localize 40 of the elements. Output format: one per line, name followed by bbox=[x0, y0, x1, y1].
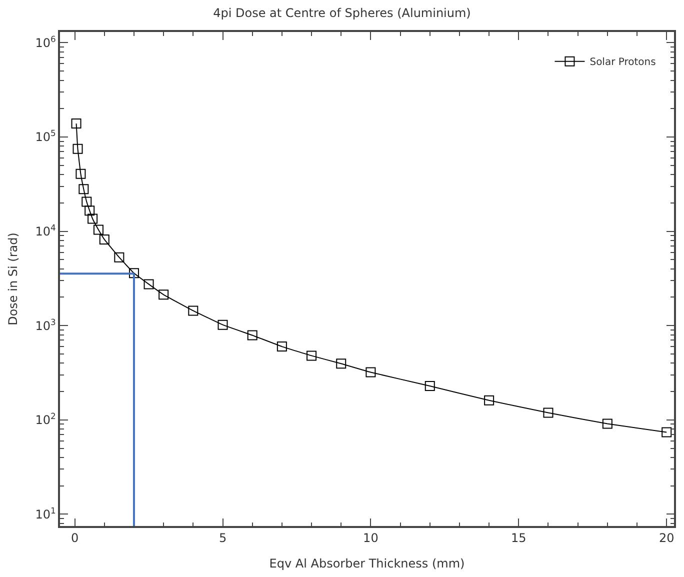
legend-label: Solar Protons bbox=[590, 57, 656, 68]
point bbox=[247, 330, 258, 340]
y-tick-label: 10$^{3}$ bbox=[35, 316, 56, 333]
y-tick-label: 10$^{6}$ bbox=[35, 34, 56, 50]
point bbox=[188, 306, 198, 316]
point bbox=[114, 252, 124, 262]
point bbox=[82, 196, 92, 207]
y-tick-label: 10$^{4}$ bbox=[35, 222, 56, 239]
point bbox=[144, 279, 154, 290]
point bbox=[336, 358, 346, 369]
point bbox=[424, 380, 435, 391]
point bbox=[543, 408, 554, 418]
point bbox=[366, 367, 376, 378]
point bbox=[71, 118, 82, 129]
point bbox=[218, 320, 228, 330]
point bbox=[93, 224, 104, 235]
y-tick-label: 10$^{5}$ bbox=[35, 128, 56, 144]
x-tick-label: 10 bbox=[363, 531, 378, 546]
y-axis-title: Dose in Si (rad) bbox=[6, 232, 20, 326]
x-tick-label: 0 bbox=[70, 531, 79, 546]
point bbox=[76, 168, 86, 179]
point bbox=[484, 395, 494, 406]
point bbox=[88, 214, 98, 224]
point bbox=[602, 418, 612, 429]
x-tick-label: 15 bbox=[511, 531, 526, 546]
point bbox=[84, 206, 95, 216]
point bbox=[99, 234, 110, 244]
y-tick-label: 10$^{1}$ bbox=[35, 505, 56, 522]
point bbox=[306, 350, 317, 361]
x-tick-label: 5 bbox=[218, 531, 227, 546]
point bbox=[72, 144, 83, 154]
x-axis-title: Eqv Al Absorber Thickness (mm) bbox=[269, 556, 465, 571]
point bbox=[128, 268, 139, 278]
chart-title: 4pi Dose at Centre of Spheres (Aluminium) bbox=[213, 6, 471, 20]
point bbox=[158, 290, 169, 300]
x-tick-label: 20 bbox=[658, 531, 674, 546]
point bbox=[276, 342, 287, 352]
point bbox=[78, 184, 89, 194]
point bbox=[662, 427, 672, 438]
y-tick-label: 10$^{2}$ bbox=[35, 411, 56, 428]
